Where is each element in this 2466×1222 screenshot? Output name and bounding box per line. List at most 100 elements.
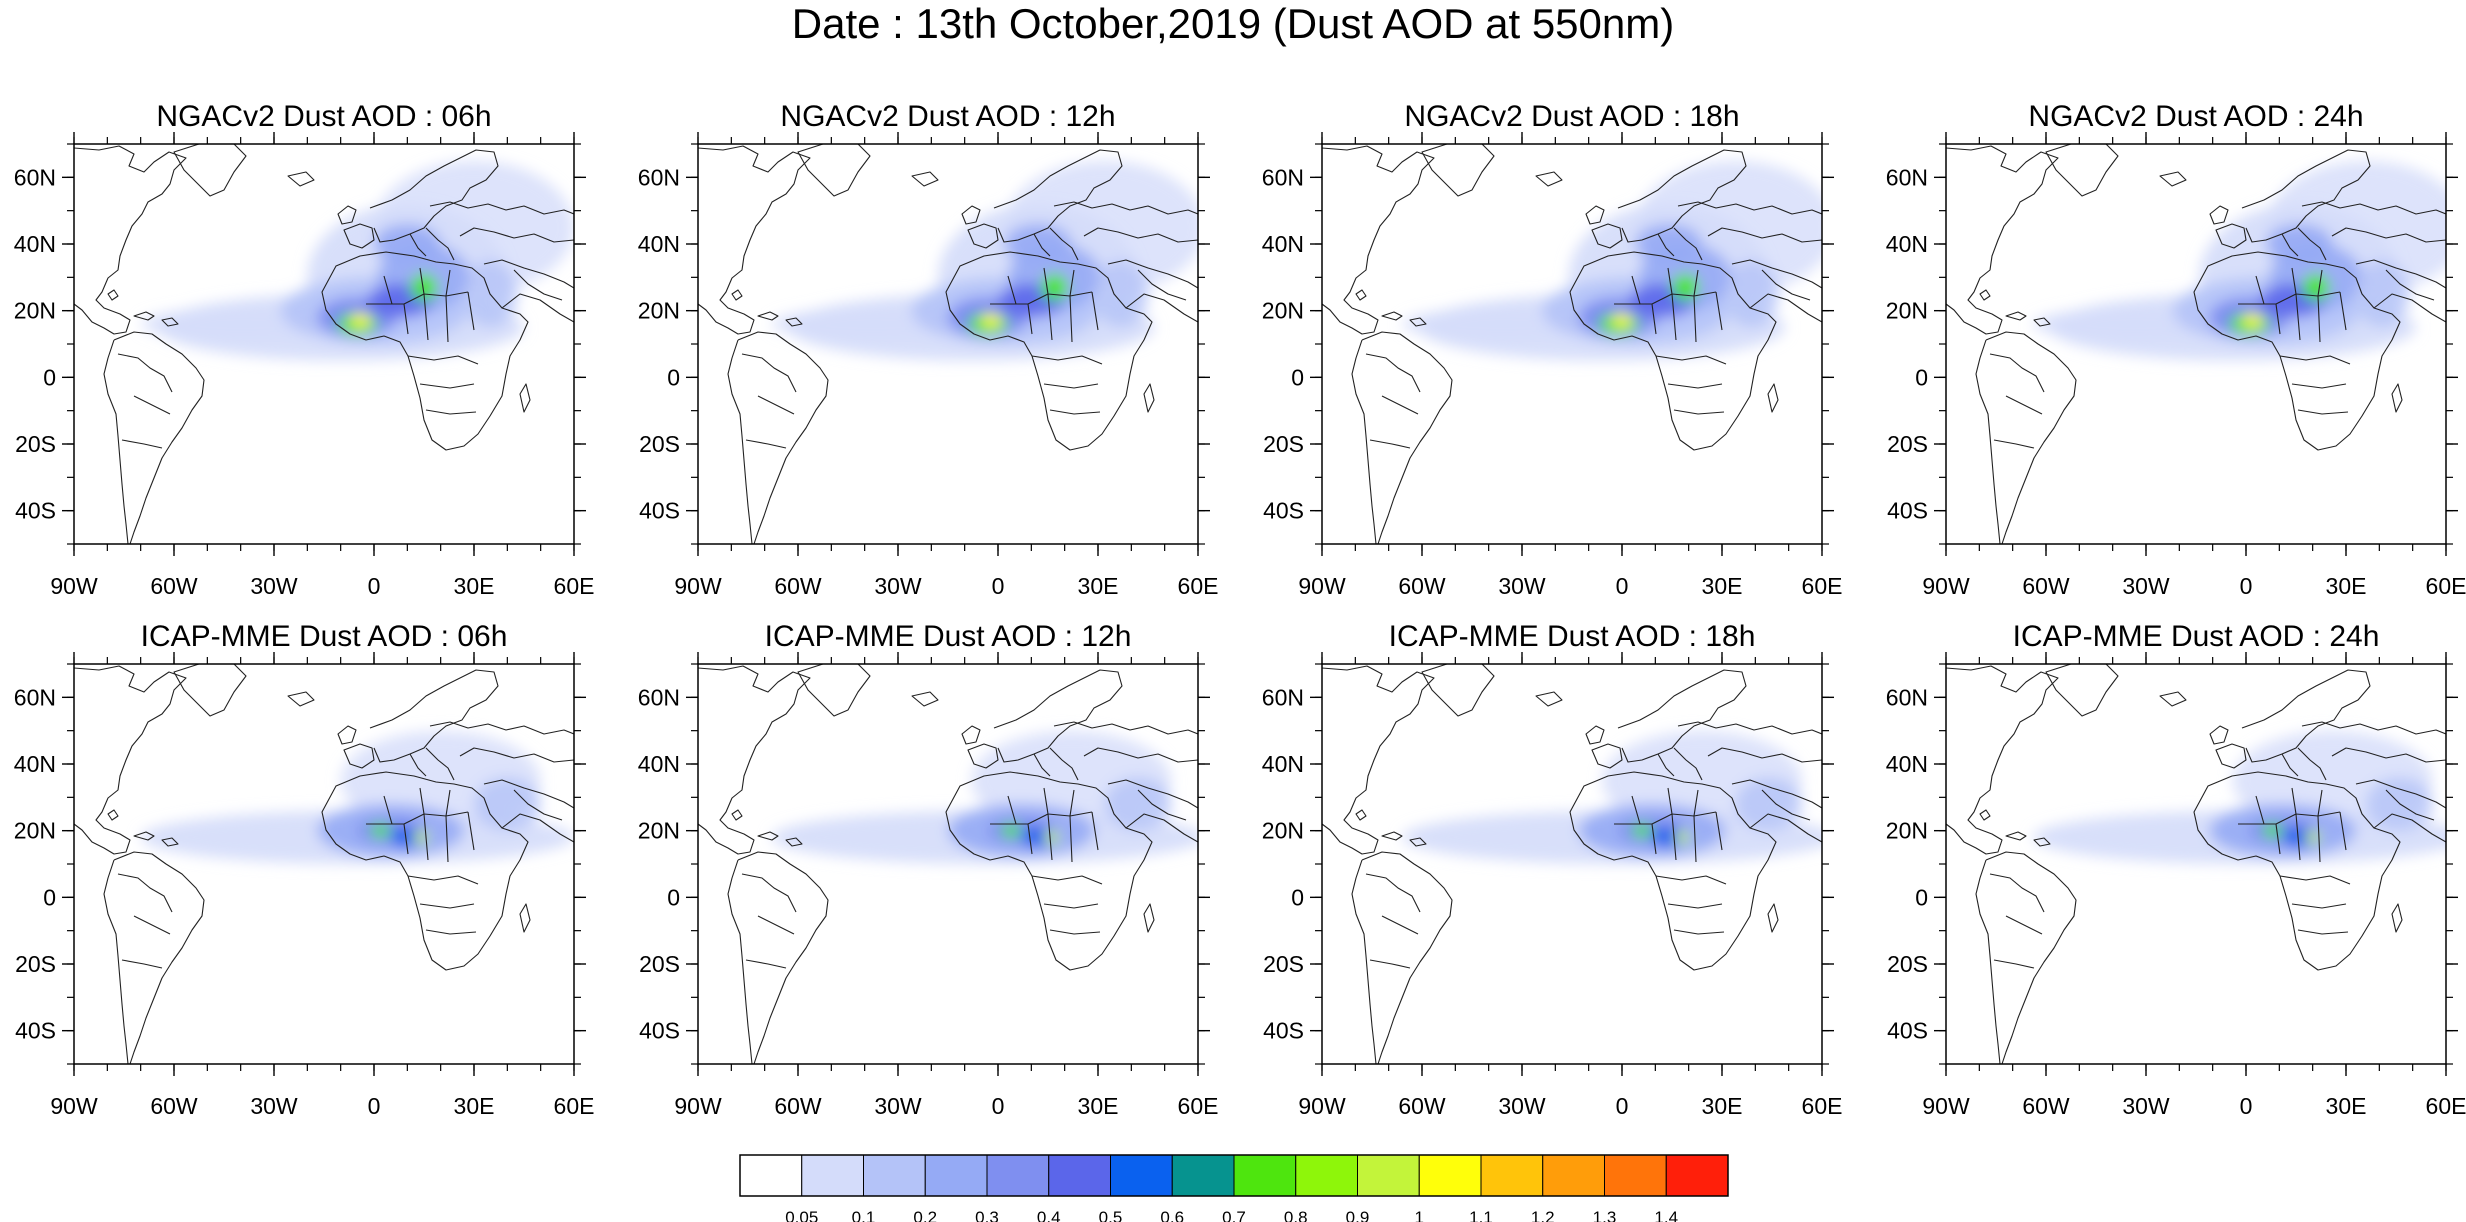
lon-tick-label: 30E	[1702, 1093, 1743, 1119]
lat-tick-label: 0	[1291, 884, 1304, 910]
lat-tick-label: 20N	[1262, 818, 1304, 844]
lon-tick-label: 60W	[1398, 1093, 1446, 1119]
colorbar-label: 0.7	[1222, 1208, 1246, 1222]
lon-tick-label: 0	[992, 573, 1005, 599]
lat-tick-label: 40S	[15, 498, 56, 524]
lon-tick-label: 30E	[454, 1093, 495, 1119]
colorbar-label: 0.2	[913, 1208, 937, 1222]
dust-plume	[1402, 160, 1822, 361]
colorbar-label: 0.1	[852, 1208, 876, 1222]
dust-plume	[771, 160, 1198, 361]
dust-contour	[1612, 314, 1632, 328]
dust-contour	[1001, 824, 1022, 838]
colorbar-swatch	[1665, 1154, 1729, 1197]
lon-tick-label: 90W	[1298, 573, 1346, 599]
lon-tick-label: 90W	[1298, 1093, 1346, 1119]
map-panel: ICAP-MME Dust AOD : 24h 60N 40N 20N 0 20S 40S 9…	[1886, 620, 2466, 1119]
map-area	[698, 664, 1198, 1064]
map-area	[1946, 664, 2446, 1064]
lat-tick-label: 20S	[639, 951, 680, 977]
lat-tick-label: 40N	[1262, 751, 1304, 777]
colorbar-swatch	[1110, 1154, 1173, 1197]
panel-title: ICAP-MME Dust AOD : 24h	[2013, 620, 2380, 653]
map-panel: NGACv2 Dust AOD : 18h 60N 40N 20N 0 20S 40S 90W…	[1262, 100, 1843, 599]
panel-title: NGACv2 Dust AOD : 18h	[1404, 100, 1739, 133]
lon-tick-label: 0	[368, 1093, 381, 1119]
colorbar-swatch	[801, 1154, 864, 1197]
lat-tick-label: 40N	[638, 751, 680, 777]
dust-plume	[771, 730, 1198, 864]
lon-tick-label: 60W	[150, 573, 198, 599]
colorbar-label: 1.1	[1469, 1208, 1493, 1222]
lon-tick-label: 30E	[2326, 1093, 2367, 1119]
lat-tick-label: 40S	[1887, 1018, 1928, 1044]
map-area	[1322, 664, 1822, 1064]
lat-tick-label: 20S	[1887, 951, 1928, 977]
lat-tick-label: 40S	[15, 1018, 56, 1044]
dust-contour	[1652, 827, 1686, 848]
colorbar: 0.05 0.1 0.2 0.3 0.4 0.5 0.6 0.7 0.8 0.9 1 1.1 1.2 1.…	[739, 1154, 1729, 1222]
lon-tick-label: 90W	[1922, 1093, 1970, 1119]
lat-tick-label: 40S	[1263, 498, 1304, 524]
lon-tick-label: 60W	[774, 1093, 822, 1119]
dust-contour	[350, 314, 371, 328]
lon-tick-label: 30E	[1078, 1093, 1119, 1119]
panel-title: NGACv2 Dust AOD : 06h	[156, 100, 491, 133]
lat-tick-label: 40N	[14, 231, 56, 257]
lat-tick-label: 20N	[1886, 298, 1928, 324]
colorbar-label: 0.6	[1160, 1208, 1184, 1222]
lon-tick-label: 30W	[1498, 1093, 1546, 1119]
dust-contour	[414, 830, 428, 844]
lat-tick-label: 0	[667, 884, 680, 910]
colorbar-swatch	[1233, 1154, 1297, 1197]
map-area	[74, 664, 574, 1064]
map-panel: ICAP-MME Dust AOD : 06h 60N 40N 20N 0 20S 40S 9…	[14, 620, 595, 1119]
coastlines	[74, 664, 574, 1064]
dust-contour	[1104, 777, 1172, 831]
lat-tick-label: 20S	[1263, 431, 1304, 457]
lon-tick-label: 30W	[2122, 573, 2170, 599]
lat-tick-label: 40N	[638, 231, 680, 257]
colorbar-swatch	[1418, 1154, 1482, 1197]
colorbar-swatch	[1048, 1154, 1111, 1197]
dust-contour	[370, 824, 391, 838]
map-panel: ICAP-MME Dust AOD : 12h 60N 40N 20N 0 20S 40S 9…	[638, 620, 1219, 1119]
lat-tick-label: 20N	[1886, 818, 1928, 844]
map-panel: ICAP-MME Dust AOD : 18h 60N 40N 20N 0 20S 40S 9…	[1262, 620, 1843, 1119]
dust-contour	[2242, 314, 2263, 328]
colorbar-swatch	[1480, 1154, 1544, 1197]
lat-tick-label: 40S	[639, 1018, 680, 1044]
lon-tick-label: 60E	[554, 1093, 595, 1119]
colorbar-swatch	[1604, 1154, 1667, 1197]
map-area	[74, 144, 574, 544]
colorbar-swatch	[863, 1154, 926, 1197]
colorbar-swatch	[1542, 1154, 1605, 1197]
dust-contour	[1735, 777, 1802, 831]
lat-tick-label: 40N	[1262, 231, 1304, 257]
lon-tick-label: 90W	[674, 1093, 722, 1119]
lon-tick-label: 30W	[874, 1093, 922, 1119]
lon-tick-label: 30E	[2326, 573, 2367, 599]
colorbar-swatch	[1357, 1154, 1420, 1197]
lat-tick-label: 0	[1915, 364, 1928, 390]
lat-tick-label: 40S	[1887, 498, 1928, 524]
lon-tick-label: 60E	[1178, 1093, 1219, 1119]
lon-tick-label: 30E	[1702, 573, 1743, 599]
lat-tick-label: 20N	[638, 818, 680, 844]
colorbar-label: 0.4	[1037, 1208, 1061, 1222]
colorbar-label: 0.8	[1284, 1208, 1308, 1222]
lat-tick-label: 0	[1291, 364, 1304, 390]
lat-tick-label: 20N	[14, 298, 56, 324]
coastlines	[698, 664, 1198, 1064]
lat-tick-label: 60N	[14, 684, 56, 710]
map-frame	[1945, 663, 2447, 1065]
lon-tick-label: 30W	[874, 573, 922, 599]
colorbar-label: 1	[1415, 1208, 1424, 1222]
dust-contour	[2282, 827, 2316, 848]
lon-tick-label: 60W	[2022, 1093, 2070, 1119]
dust-contour	[1675, 830, 1689, 844]
lon-tick-label: 60E	[2426, 1093, 2466, 1119]
lat-tick-label: 40N	[14, 751, 56, 777]
colorbar-swatch	[1295, 1154, 1358, 1197]
dust-plume	[2032, 730, 2446, 864]
